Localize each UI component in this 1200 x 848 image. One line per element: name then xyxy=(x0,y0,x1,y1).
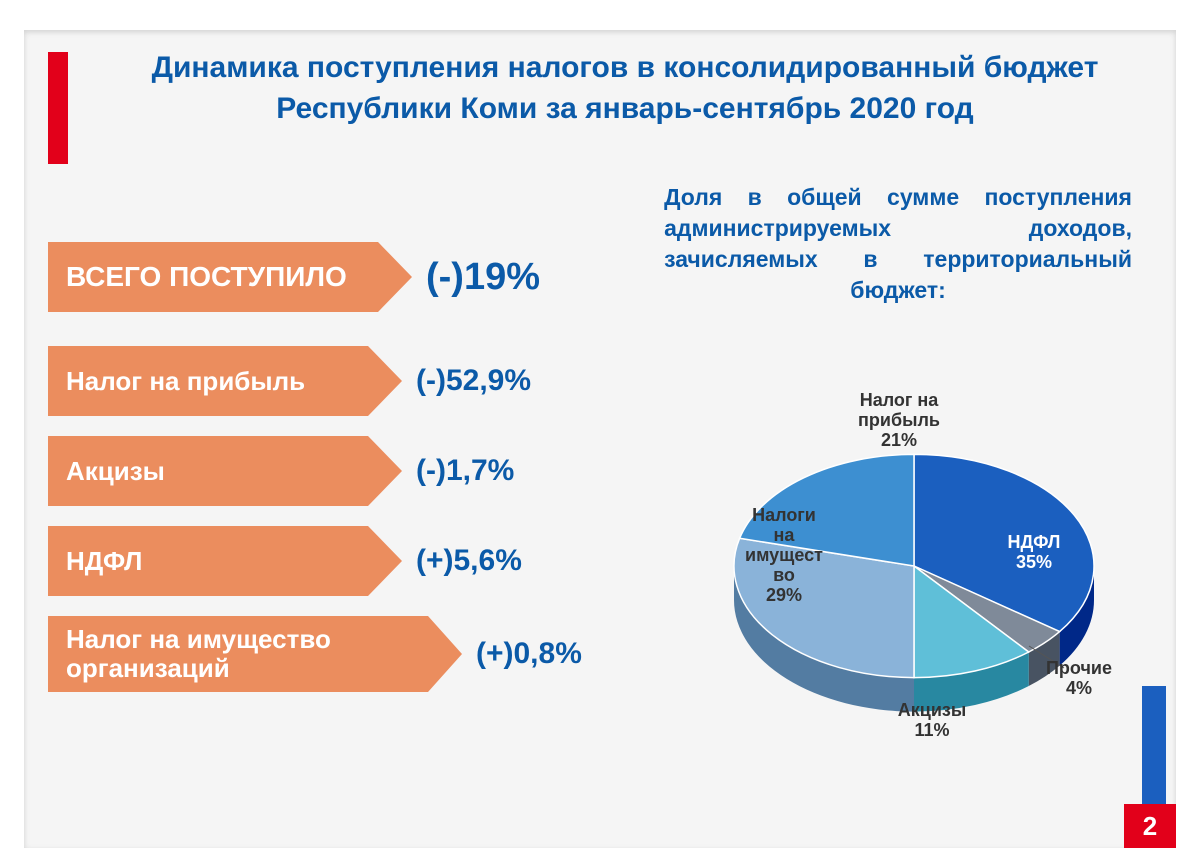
accent-bar xyxy=(48,52,68,164)
dynamics-row-value: (-)1,7% xyxy=(402,454,514,488)
dynamics-row: ВСЕГО ПОСТУПИЛО (-)19% xyxy=(48,242,622,312)
dynamics-row: Налог на имущество организаций (+)0,8% xyxy=(48,616,622,692)
dynamics-row-label: Налог на имущество организаций xyxy=(48,616,428,692)
slide-title: Динамика поступления налогов в консолиди… xyxy=(98,48,1152,164)
pie-svg: НДФЛ35%Прочие4%Акцизы11%Налогинаимуществ… xyxy=(634,316,1194,776)
dynamics-row-label: ВСЕГО ПОСТУПИЛО xyxy=(48,242,378,312)
arrow-head-icon xyxy=(368,526,402,596)
slide: Динамика поступления налогов в консолиди… xyxy=(0,0,1200,848)
dynamics-row-value: (-)52,9% xyxy=(402,364,531,398)
content: ВСЕГО ПОСТУПИЛО (-)19% Налог на прибыль (-)… xyxy=(24,172,1176,776)
pie-slice-label: Акцизы11% xyxy=(898,700,966,740)
dynamics-row-value: (-)19% xyxy=(412,256,540,299)
arrow-head-icon xyxy=(368,346,402,416)
arrow-head-icon xyxy=(368,436,402,506)
dynamics-row-label: Акцизы xyxy=(48,436,368,506)
pie-slice-label: Прочие4% xyxy=(1046,658,1112,698)
dynamics-row-label: Налог на прибыль xyxy=(48,346,368,416)
arrow-head-icon xyxy=(378,242,412,312)
dynamics-row: Акцизы (-)1,7% xyxy=(48,436,622,506)
title-row: Динамика поступления налогов в консолиди… xyxy=(24,30,1176,172)
page-number-badge: 2 xyxy=(1124,804,1176,848)
pie-subtitle: Доля в общей сумме поступления администр… xyxy=(634,182,1152,316)
dynamics-list: ВСЕГО ПОСТУПИЛО (-)19% Налог на прибыль (-)… xyxy=(48,182,622,776)
slide-inner: Динамика поступления налогов в консолиди… xyxy=(24,30,1176,848)
pie-slice-label: Налог наприбыль21% xyxy=(858,390,940,450)
blue-side-stripe xyxy=(1142,686,1166,804)
dynamics-row-label: НДФЛ xyxy=(48,526,368,596)
arrow-head-icon xyxy=(428,616,462,692)
pie-chart: НДФЛ35%Прочие4%Акцизы11%Налогинаимуществ… xyxy=(634,316,1152,776)
pie-panel: Доля в общей сумме поступления администр… xyxy=(622,182,1152,776)
dynamics-row: НДФЛ (+)5,6% xyxy=(48,526,622,596)
dynamics-row: Налог на прибыль (-)52,9% xyxy=(48,346,622,416)
dynamics-row-value: (+)5,6% xyxy=(402,544,522,578)
dynamics-row-value: (+)0,8% xyxy=(462,637,582,671)
